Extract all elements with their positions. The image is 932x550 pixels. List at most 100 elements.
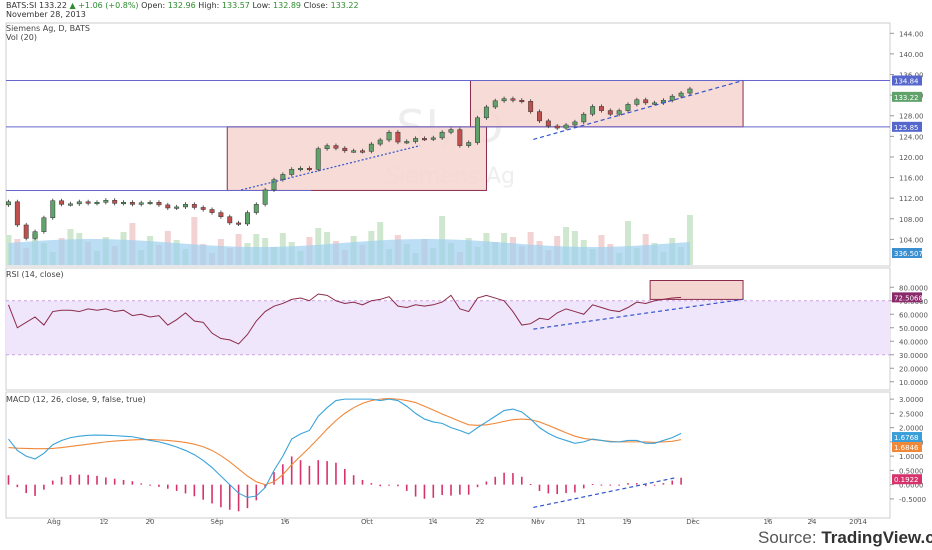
x-tick-label: 16 (764, 518, 773, 526)
macd-last-label-bg (892, 432, 922, 443)
candle-body (687, 88, 693, 94)
rsi-tick-label: 40.0000 (899, 338, 928, 346)
rsi-band (6, 300, 890, 355)
macd-hist-bar (149, 484, 151, 486)
macd-hist-bar (609, 484, 612, 486)
macd-label: MACD (12, 26, close, 9, false, true) (6, 395, 146, 404)
macd-tick-label: 2.0000 (899, 425, 924, 433)
volume-bar (625, 221, 631, 265)
macd-hist-bar (246, 484, 249, 509)
last-price-label: 133.22 (894, 94, 919, 102)
macd-hist-bar (43, 484, 45, 490)
macd-hist-bar (202, 484, 204, 500)
symbol: BATS:SI (6, 1, 37, 10)
macd-hist-bar (574, 484, 576, 493)
candle-body (262, 189, 268, 205)
macd-hist-bar (556, 484, 558, 495)
series-name: Siemens Ag, D, BATS (6, 24, 90, 33)
macd-hist-bar (122, 479, 125, 485)
candle-body (351, 150, 357, 153)
x-tick-label: 20 (146, 518, 155, 526)
macd-signal-line (8, 398, 682, 486)
candle-body (404, 141, 410, 144)
macd-hist-bar (441, 484, 443, 495)
candle-body (147, 202, 153, 205)
x-tick-label: 11 (577, 518, 586, 526)
macd-hist-bar (175, 484, 178, 491)
volume-last-label: 336.507K (894, 250, 928, 258)
source-brand: TradingView.com (821, 528, 932, 547)
macd-tick-label: 0.5000 (899, 467, 924, 475)
macd-hist-bar (582, 484, 585, 489)
candle-body (430, 137, 436, 140)
level-label-lower-bg (892, 121, 922, 132)
candle-body (138, 202, 144, 205)
price-tick-label: 124.00 (899, 133, 924, 141)
candle-body (209, 209, 215, 213)
candle-body (41, 217, 47, 232)
candle-body (227, 216, 233, 224)
candle-body (510, 98, 516, 101)
rsi-tick-label: 50.0000 (899, 325, 928, 333)
candle-body (643, 99, 649, 104)
hist-last-label-bg (892, 474, 922, 485)
candle-body (572, 121, 578, 126)
candle-body (14, 201, 20, 226)
macd-hist-bar (432, 484, 435, 498)
candle-body (298, 168, 304, 171)
x-tick-label: Nov (531, 518, 545, 526)
rsi-last-label: 72.5068 (894, 294, 923, 302)
macd-tick-label: 3.0000 (899, 396, 924, 404)
x-tick-label: 19 (623, 518, 632, 526)
macd-hist-bar (521, 476, 523, 485)
macd-hist-bar (547, 484, 550, 494)
price-box-2 (469, 79, 744, 128)
last-price-label-bg (892, 91, 922, 102)
candle-body (413, 138, 419, 142)
price-tick-label: 120.00 (899, 154, 924, 162)
price-trendline-1 (241, 145, 421, 191)
price-trendline-2 (533, 79, 744, 141)
macd-hist-bar (335, 462, 337, 485)
candle-body (23, 224, 29, 239)
candle-body (599, 106, 604, 111)
signal-last-label: 1.6846 (894, 444, 919, 452)
macd-hist-bar (600, 484, 603, 486)
candle-body (94, 202, 100, 205)
macd-hist-bar (379, 484, 381, 487)
x-tick-label: Sep (210, 518, 224, 526)
candle-body (59, 200, 65, 205)
candle-body (590, 106, 596, 115)
candle-body (537, 111, 542, 122)
macd-hist-bar (7, 475, 10, 485)
macd-hist-bar (273, 472, 275, 485)
hist-last-label: 0.1922 (894, 476, 919, 484)
macd-tick-label: 1.0000 (899, 453, 924, 461)
candle-body (563, 124, 569, 129)
candle-body (492, 100, 498, 108)
candle-body (218, 212, 224, 217)
volume-last-label-bg (892, 248, 922, 258)
macd-hist-bar (370, 483, 373, 485)
candle-body (466, 142, 472, 146)
candle-body (333, 145, 339, 149)
volume-ma-area (8, 239, 690, 265)
macd-hist-bar (512, 473, 514, 485)
rsi-line (8, 293, 682, 345)
rsi-last-label-bg (892, 292, 922, 303)
rsi-label: RSI (14, close) (6, 270, 64, 279)
candle-body (174, 206, 180, 209)
low-value: 132.89 (273, 1, 302, 10)
candle-body (289, 169, 295, 175)
open-label: Open: (141, 1, 166, 10)
chart-date: November 28, 2013 (6, 10, 86, 19)
macd-hist-bar (78, 474, 81, 485)
candle-body (50, 200, 56, 219)
macd-hist-bar (237, 484, 240, 512)
candle-body (448, 129, 454, 133)
macd-hist-bar (671, 480, 674, 485)
price-tick-label: 108.00 (899, 216, 924, 224)
macd-hist-bar (184, 484, 187, 494)
rsi-tick-label: 60.0000 (899, 311, 928, 319)
